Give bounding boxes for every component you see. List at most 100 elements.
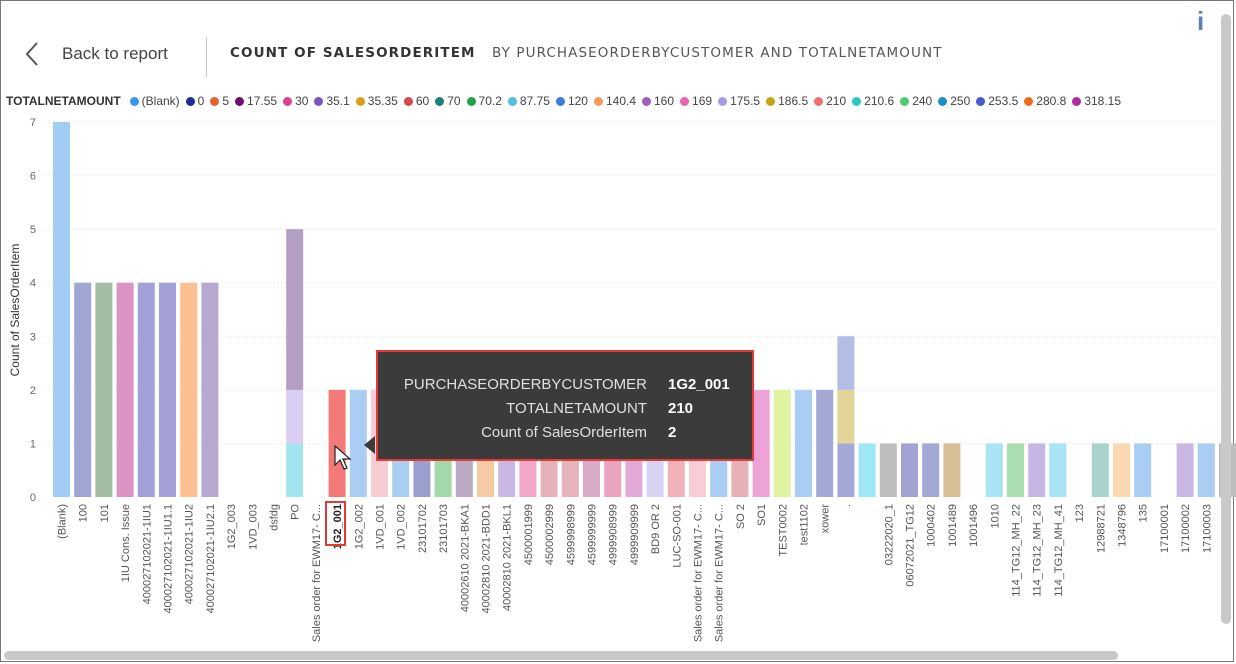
legend-dot xyxy=(283,96,293,106)
legend-label: 60 xyxy=(415,94,430,108)
y-axis-label: Count of SalesOrderItem xyxy=(8,244,22,377)
bar-segment xyxy=(922,443,940,497)
x-tick-label: 1010 xyxy=(989,504,1001,528)
legend-dot xyxy=(680,96,690,106)
legend-label: 30 xyxy=(295,94,309,108)
legend-dot xyxy=(507,96,517,106)
legend-label: 175.5 xyxy=(730,94,761,108)
legend-label: 318.15 xyxy=(1084,94,1122,108)
bar-segment xyxy=(137,282,155,497)
legend-item[interactable]: 240 xyxy=(900,94,932,108)
header-divider xyxy=(206,37,207,77)
legend-dot xyxy=(976,96,986,106)
bar-segment xyxy=(1176,443,1194,497)
x-tick-label: 400027102021-1IU2.1 xyxy=(205,504,217,613)
y-tick-label: 1 xyxy=(30,438,36,450)
x-tick-label: 1G2_003 xyxy=(226,504,238,549)
x-tick-label: SO1 xyxy=(756,504,768,526)
bar-segment xyxy=(1113,443,1130,497)
legend-item[interactable]: 87.75 xyxy=(507,94,550,108)
legend-item[interactable]: 160 xyxy=(642,94,674,108)
legend-label: 210 xyxy=(826,94,847,108)
legend-item[interactable]: 70 xyxy=(435,94,461,108)
legend-item[interactable]: 70.2 xyxy=(466,94,502,108)
legend-label: 70.2 xyxy=(478,94,502,108)
legend-dot xyxy=(435,96,445,106)
bar-segment xyxy=(1049,443,1067,497)
bar-segment xyxy=(201,282,219,497)
y-tick-label: 6 xyxy=(30,171,36,183)
legend-dot xyxy=(129,96,139,106)
legend-item[interactable]: 210 xyxy=(814,94,846,108)
bar-segment xyxy=(1007,443,1024,497)
legend-item[interactable]: 5 xyxy=(210,94,229,108)
legend-item[interactable]: 35.35 xyxy=(355,94,398,108)
info-icon[interactable]: i xyxy=(1197,6,1205,36)
legend-dot xyxy=(718,96,728,106)
legend-item[interactable]: 0 xyxy=(185,94,204,108)
legend-item[interactable]: (Blank) xyxy=(129,94,180,108)
tooltip-row: Count of SalesOrderItem 2 xyxy=(378,424,752,444)
legend-label: 169 xyxy=(692,94,713,108)
legend-item[interactable]: 60 xyxy=(403,94,430,108)
legend-dot xyxy=(403,96,413,106)
legend-dot xyxy=(938,96,948,106)
legend-item[interactable]: 30 xyxy=(283,94,308,108)
vertical-scrollbar[interactable] xyxy=(1221,14,1231,624)
legend-label: 87.75 xyxy=(519,94,550,108)
legend-label: 5 xyxy=(222,94,230,108)
legend-label: (Blank) xyxy=(141,94,180,108)
x-tick-label: 17100003 xyxy=(1201,504,1213,553)
legend-item[interactable]: 17.55 xyxy=(235,94,277,108)
x-tick-label: 1000402 xyxy=(926,504,938,547)
highlighted-category-box xyxy=(325,501,346,546)
x-tick-label: 4599998999 xyxy=(565,504,577,565)
legend-item[interactable]: 186.5 xyxy=(766,94,808,108)
y-tick-label: 0 xyxy=(30,492,36,504)
legend-item[interactable]: 318.15 xyxy=(1072,94,1121,108)
legend-label: 120 xyxy=(567,94,588,108)
y-tick-label: 7 xyxy=(30,117,36,129)
x-tick-label: 1IU Cons. Issue xyxy=(120,504,132,582)
legend-item[interactable]: 210.6 xyxy=(852,94,894,108)
legend-title: TOTALNETAMOUNT xyxy=(6,94,121,108)
x-tick-label: 135 xyxy=(1138,504,1150,522)
y-tick-label: 4 xyxy=(30,278,36,290)
x-tick-label: 4500002999 xyxy=(544,504,556,565)
bar-segment xyxy=(837,389,855,444)
tooltip-key: Count of SalesOrderItem xyxy=(481,424,647,441)
bar-segment xyxy=(1134,443,1152,497)
y-tick-label: 3 xyxy=(30,331,36,343)
x-tick-label: TEST0002 xyxy=(777,504,789,557)
legend: TOTALNETAMOUNT (Blank) 0 5 17.55 30 35.1 35.35… xyxy=(6,93,1127,109)
legend-item[interactable]: 169 xyxy=(680,94,712,108)
legend-item[interactable]: 250 xyxy=(938,94,970,108)
legend-dot xyxy=(900,96,910,106)
mouse-cursor-icon xyxy=(334,445,352,470)
legend-dot xyxy=(1072,96,1082,106)
x-tick-label: 23101703 xyxy=(438,504,450,553)
legend-label: 240 xyxy=(912,94,933,108)
x-tick-label: 17100002 xyxy=(1180,504,1192,553)
legend-dot xyxy=(466,96,476,106)
legend-label: 35.35 xyxy=(367,94,398,108)
legend-item[interactable]: 120 xyxy=(555,94,588,108)
legend-item[interactable]: 140.4 xyxy=(593,94,636,108)
horizontal-scrollbar[interactable] xyxy=(4,651,1118,660)
tooltip-row: TOTALNETAMOUNT 210 xyxy=(378,400,752,420)
x-tick-label: 4599999999 xyxy=(587,504,599,565)
tooltip-key: TOTALNETAMOUNT xyxy=(506,400,647,417)
legend-dot xyxy=(642,96,651,106)
x-tick-label: (Blank) xyxy=(57,504,69,539)
y-tick-label: 2 xyxy=(30,385,36,397)
legend-label: 70 xyxy=(447,94,461,108)
back-to-report-button[interactable]: Back to report xyxy=(24,40,168,68)
legend-item[interactable]: 280.8 xyxy=(1024,94,1066,108)
legend-dot xyxy=(355,96,365,106)
legend-item[interactable]: 253.5 xyxy=(976,94,1018,108)
bar-segment xyxy=(286,229,304,390)
legend-item[interactable]: 35.1 xyxy=(314,94,350,108)
legend-item[interactable]: 175.5 xyxy=(718,94,760,108)
x-tick-label: 114_TG12_MH_41 xyxy=(1053,504,1065,597)
